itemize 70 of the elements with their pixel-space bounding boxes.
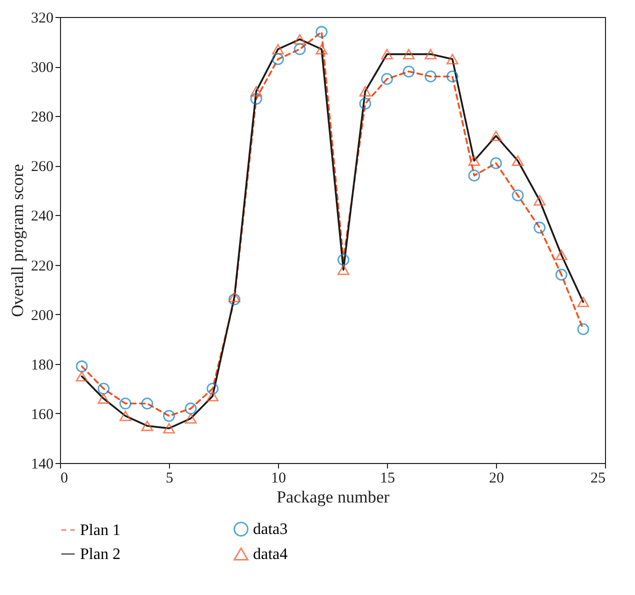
x-tick-label: 5 (166, 470, 174, 486)
point (468, 170, 480, 182)
point (359, 86, 372, 97)
point (446, 70, 458, 82)
point (141, 420, 154, 432)
point (316, 44, 328, 54)
point (424, 70, 437, 82)
y-tick-label: 280 (31, 110, 54, 126)
point (141, 398, 154, 410)
y-tick-label: 200 (31, 308, 54, 324)
point (228, 292, 240, 302)
point (184, 402, 197, 414)
point (294, 43, 306, 56)
point (402, 48, 415, 60)
point (206, 382, 219, 395)
y-tick-label: 180 (31, 357, 54, 374)
y-tick-label: 300 (31, 60, 54, 76)
x-tick-label: 10 (271, 470, 286, 486)
point (119, 398, 132, 410)
point (316, 26, 328, 38)
x-tick-label: 15 (380, 470, 395, 486)
point (163, 423, 175, 434)
point (534, 222, 546, 234)
y-tick-label: 160 (31, 406, 54, 423)
point (512, 189, 524, 202)
point (381, 48, 393, 60)
point (76, 371, 88, 382)
point (337, 264, 350, 275)
x-tick-label: 20 (489, 470, 504, 486)
point (294, 34, 306, 45)
point (272, 44, 284, 54)
y-tick-label: 260 (31, 159, 54, 176)
legend-label: data4 (253, 546, 288, 563)
point (206, 390, 219, 402)
y-tick-label: 220 (31, 258, 54, 274)
point (184, 413, 197, 424)
point (119, 410, 132, 422)
point (163, 410, 175, 422)
legend-label: Plan 2 (80, 546, 120, 563)
point (424, 48, 437, 60)
legend-label: Plan 1 (80, 522, 120, 539)
point (381, 73, 393, 85)
point (468, 155, 480, 166)
point (490, 130, 502, 142)
y-tick-label: 140 (31, 456, 54, 472)
point (512, 155, 524, 166)
point (555, 268, 568, 281)
point (76, 360, 88, 372)
point (534, 195, 546, 206)
point (359, 98, 372, 110)
y-axis-title: Overall program score (8, 164, 27, 317)
x-tick-label: 0 (60, 470, 68, 486)
x-tick-label: 25 (590, 470, 606, 486)
y-tick-label: 320 (31, 10, 54, 26)
point (577, 296, 590, 308)
point (228, 294, 240, 306)
legend-label: data3 (253, 521, 288, 538)
point (98, 382, 110, 395)
point (250, 92, 262, 105)
point (337, 254, 350, 266)
point (272, 53, 284, 66)
point (250, 86, 262, 97)
point (402, 66, 415, 78)
point (577, 323, 590, 336)
y-tick-label: 240 (31, 208, 54, 225)
x-axis-title: Package number (276, 488, 390, 506)
point (98, 393, 110, 404)
point (446, 54, 458, 64)
point (555, 250, 568, 260)
point (490, 157, 502, 170)
